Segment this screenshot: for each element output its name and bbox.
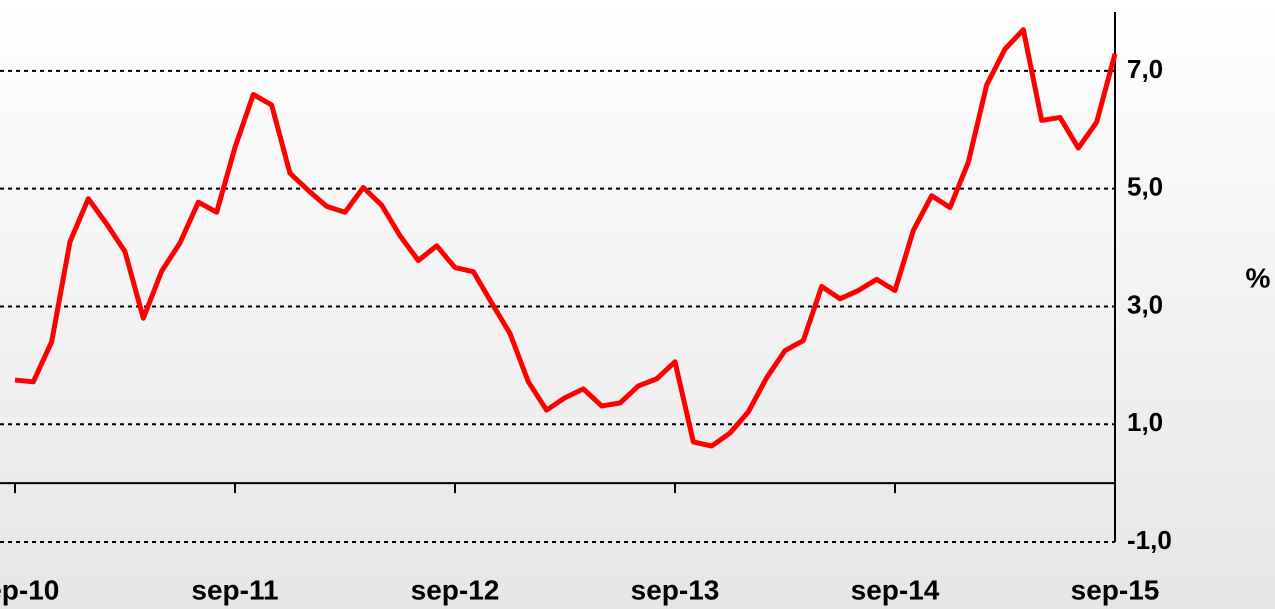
- y-tick-label: 1,0: [1127, 407, 1163, 437]
- data-line: [14, 27, 1118, 449]
- x-tick-label: sep-15: [1071, 574, 1160, 605]
- y-axis-label: %: [1246, 262, 1271, 293]
- x-tick-label: sep-12: [411, 574, 500, 605]
- x-tick-label: sep-10: [0, 574, 59, 605]
- y-tick-label: 5,0: [1127, 172, 1163, 202]
- x-tick-label: sep-14: [851, 574, 940, 605]
- y-tick-label: -1,0: [1127, 525, 1172, 555]
- x-tick-label: sep-11: [191, 574, 278, 605]
- x-tick-label: sep-13: [631, 574, 720, 605]
- y-tick-label: 3,0: [1127, 289, 1163, 319]
- y-tick-label: 7,0: [1127, 54, 1163, 84]
